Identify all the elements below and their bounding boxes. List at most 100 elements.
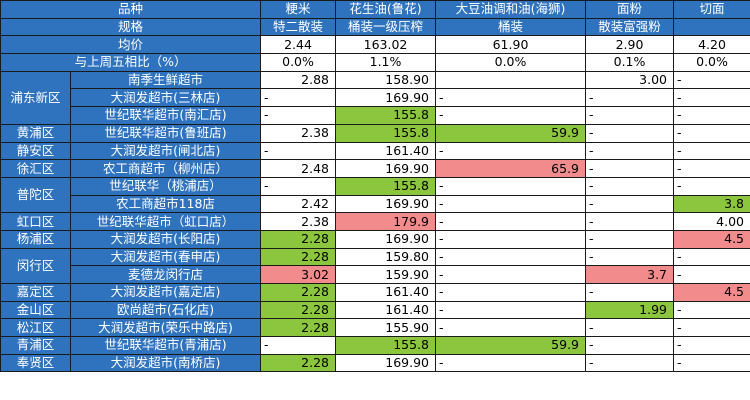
header-rice: 粳米	[260, 0, 337, 19]
header-peanut-oil: 花生油(鲁花)	[335, 0, 437, 19]
store-cell: 农工商超市（柳州店）	[69, 159, 262, 178]
peanut-oil-price-cell: 158.90	[335, 70, 437, 90]
header-noodle: 切面	[673, 0, 750, 19]
store-cell: 大润发超市(嘉定店)	[69, 283, 262, 302]
flour-price-cell: -	[585, 159, 675, 178]
peanut-oil-price-cell: 159.80	[335, 247, 437, 267]
rice-price-cell: -	[260, 106, 337, 125]
noodle-price-cell: 4.5	[673, 283, 750, 302]
flour-price-cell: -	[585, 336, 675, 355]
district-cell: 普陀区	[0, 176, 71, 214]
peanut-oil-price-cell: 155.8	[335, 176, 437, 196]
flour-price-cell: -	[585, 212, 675, 231]
change-soybean-oil: 0.0%	[435, 53, 587, 72]
table-row: 金山区 欧尚超市(石化店) 2.28 161.40-1.99-	[0, 300, 750, 320]
store-cell: 世纪联华超市(南汇店)	[69, 106, 262, 125]
district-cell: 静安区	[0, 141, 71, 161]
header-variety: 品种	[0, 0, 262, 19]
store-cell: 农工商超市118店	[69, 194, 262, 214]
district-cell: 松江区	[0, 318, 71, 338]
peanut-oil-price-cell: 159.90	[335, 265, 437, 284]
noodle-price-cell: 4.5	[673, 229, 750, 249]
soybean-oil-price-cell: 65.9	[435, 159, 587, 178]
store-cell: 大润发超市(春申店)	[69, 247, 262, 267]
table-row: 虹口区 世纪联华超市（虹口店） 2.38 179.9- -4.00	[0, 212, 750, 231]
store-cell: 麦德龙闵行店	[69, 265, 262, 284]
soybean-oil-price-cell: -	[435, 247, 587, 267]
rice-price-cell: 3.02	[260, 265, 337, 284]
soybean-oil-price-cell: -	[435, 229, 587, 249]
peanut-oil-price-cell: 169.90	[335, 194, 437, 214]
soybean-oil-price-cell: -	[435, 194, 587, 214]
change-flour: 0.1%	[585, 53, 675, 72]
table-row: 杨浦区 大润发超市(长阳店) 2.28 169.90- -4.5	[0, 229, 750, 249]
table-row: 世纪联华超市(南汇店) -155.8- - -	[1, 106, 750, 125]
change-label: 与上周五相比（%）	[0, 53, 262, 72]
peanut-oil-price-cell: 179.9	[335, 212, 437, 231]
noodle-price-cell: -	[673, 336, 750, 355]
noodle-price-cell: -	[673, 300, 750, 320]
rice-price-cell: -	[260, 88, 337, 108]
soybean-oil-price-cell: 59.9	[435, 123, 587, 143]
flour-price-cell: -	[585, 88, 675, 108]
noodle-price-cell: -	[673, 106, 750, 125]
soybean-oil-price-cell: -	[435, 300, 587, 320]
table-row: 黄浦区 世纪联华超市(鲁班店) 2.38 155.8 59.9- -	[0, 123, 750, 143]
price-table: 品种 粳米 花生油(鲁花) 大豆油调和油(海狮) 面粉 切面 规格 特二散装 桶…	[0, 0, 750, 373]
store-cell: 欧尚超市(石化店)	[69, 300, 262, 320]
rice-price-cell: 2.38	[260, 212, 337, 231]
rice-price-cell: 2.88	[260, 70, 337, 90]
table-row: 青浦区 世纪联华超市(青浦店) -155.8 59.9- -	[0, 336, 750, 355]
peanut-oil-price-cell: 155.90	[335, 318, 437, 338]
table-row: 嘉定区 大润发超市(嘉定店) 2.28 161.40- -4.5	[0, 283, 750, 302]
flour-price-cell: -	[585, 123, 675, 143]
change-peanut-oil: 1.1%	[335, 53, 437, 72]
flour-price-cell: 1.99	[585, 300, 675, 320]
soybean-oil-price-cell: -	[435, 265, 587, 284]
average-peanut-oil: 163.02	[335, 35, 437, 55]
header-row-variety: 品种 粳米 花生油(鲁花) 大豆油调和油(海狮) 面粉 切面	[0, 0, 750, 19]
store-cell: 大润发超市(长阳店)	[69, 229, 262, 249]
soybean-oil-price-cell	[435, 70, 587, 90]
peanut-oil-price-cell: 155.8	[335, 336, 437, 355]
soybean-oil-price-cell: -	[435, 141, 587, 161]
store-cell: 世纪联华超市(鲁班店)	[69, 123, 262, 143]
spec-soybean-oil: 桶装	[435, 17, 587, 37]
rice-price-cell: 2.28	[260, 229, 337, 249]
soybean-oil-price-cell: -	[435, 353, 587, 373]
district-cell: 杨浦区	[0, 229, 71, 249]
rice-price-cell: 2.28	[260, 353, 337, 373]
flour-price-cell: 3.7	[585, 265, 675, 284]
soybean-oil-price-cell: -	[435, 212, 587, 231]
flour-price-cell: -	[585, 176, 675, 196]
peanut-oil-price-cell: 161.40	[335, 283, 437, 302]
soybean-oil-price-cell: -	[435, 318, 587, 338]
district-cell: 青浦区	[0, 336, 71, 355]
store-cell: 世纪联华超市(青浦店)	[69, 336, 262, 355]
noodle-price-cell: -	[673, 159, 750, 178]
peanut-oil-price-cell: 169.90	[335, 353, 437, 373]
noodle-price-cell: -	[673, 353, 750, 373]
noodle-price-cell: -	[673, 265, 750, 284]
table-row: 静安区 大润发超市(闸北店) -161.40- - -	[0, 141, 750, 161]
average-label: 均价	[0, 35, 262, 55]
flour-price-cell: -	[585, 353, 675, 373]
district-cell: 金山区	[0, 300, 71, 320]
noodle-price-cell: 3.8	[673, 194, 750, 214]
district-cell: 黄浦区	[0, 123, 71, 143]
soybean-oil-price-cell: -	[435, 283, 587, 302]
store-cell: 大润发超市(南桥店)	[69, 353, 262, 373]
header-spec: 规格	[0, 17, 262, 37]
spec-noodle	[673, 17, 750, 37]
table-row: 奉贤区 大润发超市(南桥店) 2.28 169.90- - -	[0, 353, 750, 373]
noodle-price-cell: -	[673, 70, 750, 90]
peanut-oil-price-cell: 155.8	[335, 106, 437, 125]
rice-price-cell: -	[260, 176, 337, 196]
flour-price-cell: -	[585, 229, 675, 249]
average-row: 均价 2.44 163.02 61.90 2.90 4.20	[0, 35, 750, 55]
table-row: 浦东新区 南季生鲜超市 2.88 158.90 3.00-	[0, 70, 750, 125]
flour-price-cell: -	[585, 247, 675, 267]
rice-price-cell: -	[260, 336, 337, 355]
store-cell: 南季生鲜超市	[69, 70, 262, 90]
store-cell: 大润发超市(闸北店)	[69, 141, 262, 161]
